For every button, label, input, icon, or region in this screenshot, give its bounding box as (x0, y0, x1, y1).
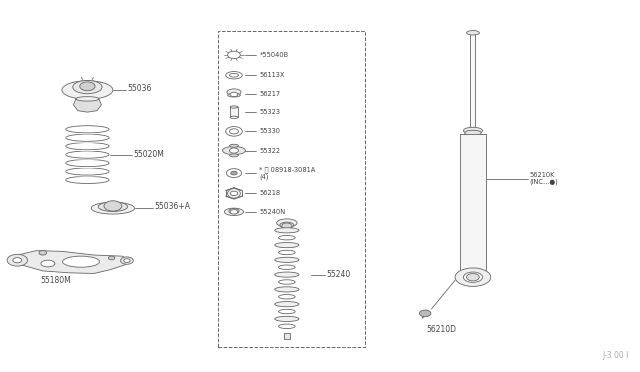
Ellipse shape (278, 280, 295, 284)
Ellipse shape (467, 31, 479, 35)
Bar (230, 107, 238, 117)
Ellipse shape (229, 209, 239, 214)
Ellipse shape (230, 154, 239, 157)
Ellipse shape (230, 116, 238, 118)
Text: 55323: 55323 (259, 109, 280, 115)
Ellipse shape (278, 235, 295, 240)
Ellipse shape (463, 127, 483, 134)
Ellipse shape (63, 256, 100, 267)
Text: 56218: 56218 (259, 190, 280, 196)
Circle shape (228, 51, 241, 59)
Circle shape (124, 259, 130, 262)
Ellipse shape (230, 144, 239, 147)
Ellipse shape (92, 202, 134, 214)
Ellipse shape (280, 222, 294, 228)
Circle shape (282, 223, 292, 229)
Circle shape (226, 126, 243, 136)
Ellipse shape (228, 189, 241, 198)
Ellipse shape (276, 219, 297, 227)
Ellipse shape (73, 80, 102, 94)
Ellipse shape (230, 73, 239, 77)
Ellipse shape (228, 93, 241, 97)
Ellipse shape (275, 316, 299, 321)
Bar (470, 31, 476, 142)
Ellipse shape (66, 176, 109, 183)
Text: *55040B: *55040B (259, 52, 289, 58)
Ellipse shape (227, 89, 241, 96)
Ellipse shape (278, 250, 295, 255)
Ellipse shape (275, 272, 299, 277)
Circle shape (227, 169, 242, 177)
Circle shape (13, 258, 22, 263)
Ellipse shape (463, 272, 483, 282)
Polygon shape (74, 99, 101, 112)
Ellipse shape (66, 134, 109, 141)
Ellipse shape (230, 106, 238, 108)
Ellipse shape (66, 168, 109, 175)
Ellipse shape (465, 130, 481, 135)
Text: 55036: 55036 (127, 84, 151, 93)
Circle shape (230, 210, 238, 214)
Ellipse shape (278, 265, 295, 269)
Circle shape (419, 310, 431, 317)
Ellipse shape (66, 126, 109, 133)
Ellipse shape (99, 202, 127, 211)
Ellipse shape (278, 310, 295, 314)
Ellipse shape (278, 295, 295, 299)
Text: 55180M: 55180M (40, 276, 71, 285)
Circle shape (108, 256, 115, 260)
Circle shape (120, 257, 133, 264)
Ellipse shape (225, 208, 244, 215)
Ellipse shape (455, 268, 491, 286)
Ellipse shape (226, 71, 243, 79)
Ellipse shape (41, 260, 55, 267)
Ellipse shape (223, 147, 246, 155)
Circle shape (80, 82, 95, 91)
Ellipse shape (275, 287, 299, 292)
Ellipse shape (275, 243, 299, 248)
Text: 56113X: 56113X (259, 72, 285, 78)
Text: 55036+A: 55036+A (154, 202, 190, 211)
Text: * Ⓝ 08918-3081A
(4): * Ⓝ 08918-3081A (4) (259, 166, 316, 180)
Circle shape (230, 92, 238, 97)
Circle shape (231, 171, 237, 175)
Circle shape (467, 273, 479, 281)
Ellipse shape (66, 142, 109, 150)
Circle shape (230, 191, 238, 196)
Ellipse shape (275, 257, 299, 262)
Circle shape (230, 148, 239, 153)
Ellipse shape (275, 302, 299, 307)
Text: 55322: 55322 (259, 148, 280, 154)
Ellipse shape (66, 151, 109, 158)
Text: 55020M: 55020M (133, 150, 164, 159)
Bar (218, 31, 365, 347)
Ellipse shape (62, 81, 113, 99)
Ellipse shape (278, 324, 295, 328)
Circle shape (7, 254, 28, 266)
Ellipse shape (275, 228, 299, 233)
Text: 56210K
(INC...●): 56210K (INC...●) (529, 172, 557, 185)
Ellipse shape (66, 160, 109, 167)
Bar (460, 134, 486, 273)
Polygon shape (11, 251, 129, 273)
Bar (284, 333, 290, 339)
Text: 56217: 56217 (259, 91, 280, 97)
Text: 55240: 55240 (326, 270, 351, 279)
Circle shape (104, 201, 122, 211)
Circle shape (230, 129, 239, 134)
Text: J-3 00 I: J-3 00 I (603, 351, 629, 360)
Ellipse shape (76, 97, 99, 101)
Text: 55240N: 55240N (259, 209, 285, 215)
Text: 56210D: 56210D (426, 325, 456, 334)
Circle shape (39, 251, 47, 255)
Text: 55330: 55330 (259, 128, 280, 134)
